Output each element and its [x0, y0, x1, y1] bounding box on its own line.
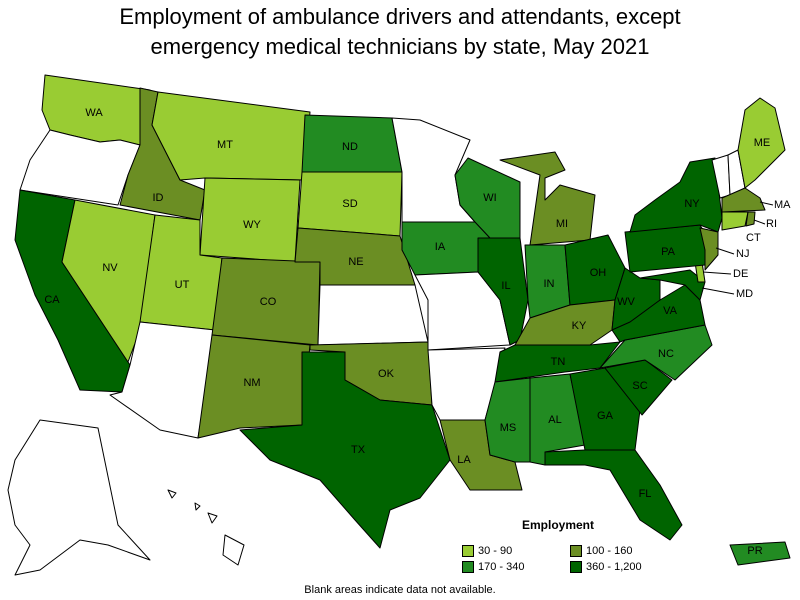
- label-PA: PA: [661, 246, 676, 258]
- label-WI: WI: [483, 192, 496, 204]
- state-VA[interactable]: [611, 284, 706, 343]
- label-PR: PR: [747, 545, 762, 557]
- label-NC: NC: [658, 348, 674, 360]
- label-LA: LA: [457, 454, 471, 466]
- label-MA: MA: [774, 199, 791, 211]
- leader-lines: [701, 201, 774, 295]
- leader-MA: [759, 201, 774, 206]
- legend-swatch: [570, 561, 582, 574]
- state-ME[interactable]: [737, 97, 786, 189]
- blank-areas-note: Blank areas indicate data not available.: [304, 584, 496, 596]
- legend-item-360-1200: 360 - 1,200: [570, 561, 642, 574]
- state-TX[interactable]: [239, 351, 451, 549]
- legend-label: 360 - 1,200: [586, 561, 642, 573]
- state-HI[interactable]: [167, 489, 245, 566]
- legend-item-30-90: 30 - 90: [462, 545, 513, 558]
- label-DE: DE: [733, 268, 748, 280]
- state-MD[interactable]: [639, 269, 706, 301]
- label-WV: WV: [617, 296, 635, 308]
- label-TX: TX: [351, 444, 366, 456]
- label-WY: WY: [243, 219, 261, 231]
- label-ID: ID: [153, 192, 164, 204]
- label-SC: SC: [632, 380, 647, 392]
- label-FL: FL: [639, 488, 652, 500]
- state-KS[interactable]: [317, 284, 429, 346]
- label-NY: NY: [684, 198, 700, 210]
- state-MI[interactable]: [499, 151, 596, 246]
- label-IN: IN: [544, 278, 555, 290]
- leader-DE: [702, 271, 732, 275]
- label-TN: TN: [551, 356, 566, 368]
- label-NV: NV: [102, 262, 118, 274]
- label-MI: MI: [556, 218, 568, 230]
- label-CT: CT: [746, 232, 761, 244]
- legend: Employment 30 - 90 100 - 160 170 - 340 3…: [462, 518, 682, 578]
- legend-title: Employment: [522, 518, 595, 532]
- state-IL[interactable]: [477, 237, 529, 346]
- leader-MD: [701, 287, 735, 295]
- map-title: Employment of ambulance drivers and atte…: [0, 2, 800, 62]
- legend-item-100-160: 100 - 160: [570, 545, 633, 558]
- legend-label: 30 - 90: [478, 545, 513, 557]
- label-OH: OH: [590, 267, 607, 279]
- state-MT[interactable]: [151, 91, 311, 181]
- label-UT: UT: [175, 279, 190, 291]
- legend-swatch: [462, 545, 474, 558]
- label-SD: SD: [342, 198, 357, 210]
- legend-item-170-340: 170 - 340: [462, 561, 525, 574]
- legend-label: 100 - 160: [586, 545, 633, 557]
- label-KY: KY: [572, 320, 587, 332]
- label-MS: MS: [500, 422, 517, 434]
- state-RI[interactable]: [745, 211, 756, 227]
- label-MT: MT: [217, 139, 233, 151]
- legend-swatch: [570, 545, 582, 558]
- state-IA[interactable]: [401, 221, 491, 276]
- label-CO: CO: [260, 296, 277, 308]
- label-IA: IA: [435, 241, 446, 253]
- label-ME: ME: [754, 137, 771, 149]
- label-GA: GA: [597, 410, 614, 422]
- leader-RI: [753, 219, 766, 225]
- leader-NJ: [715, 247, 735, 255]
- state-NM[interactable]: [197, 334, 311, 439]
- state-NY[interactable]: [629, 157, 723, 233]
- state-CT[interactable]: [721, 211, 749, 231]
- label-RI: RI: [766, 218, 777, 230]
- label-WA: WA: [85, 107, 103, 119]
- label-CA: CA: [44, 294, 60, 306]
- label-NE: NE: [348, 256, 363, 268]
- state-labels: WA CA NV ID MT WY UT CO NM ND SD NE OK T…: [44, 107, 791, 557]
- label-NJ: NJ: [736, 248, 749, 260]
- state-FL[interactable]: [544, 449, 683, 541]
- label-NM: NM: [243, 377, 260, 389]
- title-line-2: emergency medical technicians by state, …: [150, 34, 650, 59]
- state-GA[interactable]: [569, 367, 641, 451]
- label-ND: ND: [342, 141, 358, 153]
- title-line-1: Employment of ambulance drivers and atte…: [119, 4, 681, 29]
- state-MA[interactable]: [721, 187, 766, 213]
- state-AK[interactable]: [7, 419, 151, 576]
- label-VA: VA: [663, 305, 678, 317]
- label-AL: AL: [548, 414, 561, 426]
- label-IL: IL: [501, 280, 510, 292]
- state-PR[interactable]: [729, 541, 791, 566]
- label-OK: OK: [378, 368, 395, 380]
- legend-swatch: [462, 561, 474, 574]
- state-WV[interactable]: [611, 267, 661, 331]
- label-MD: MD: [736, 288, 753, 300]
- legend-label: 170 - 340: [478, 561, 525, 573]
